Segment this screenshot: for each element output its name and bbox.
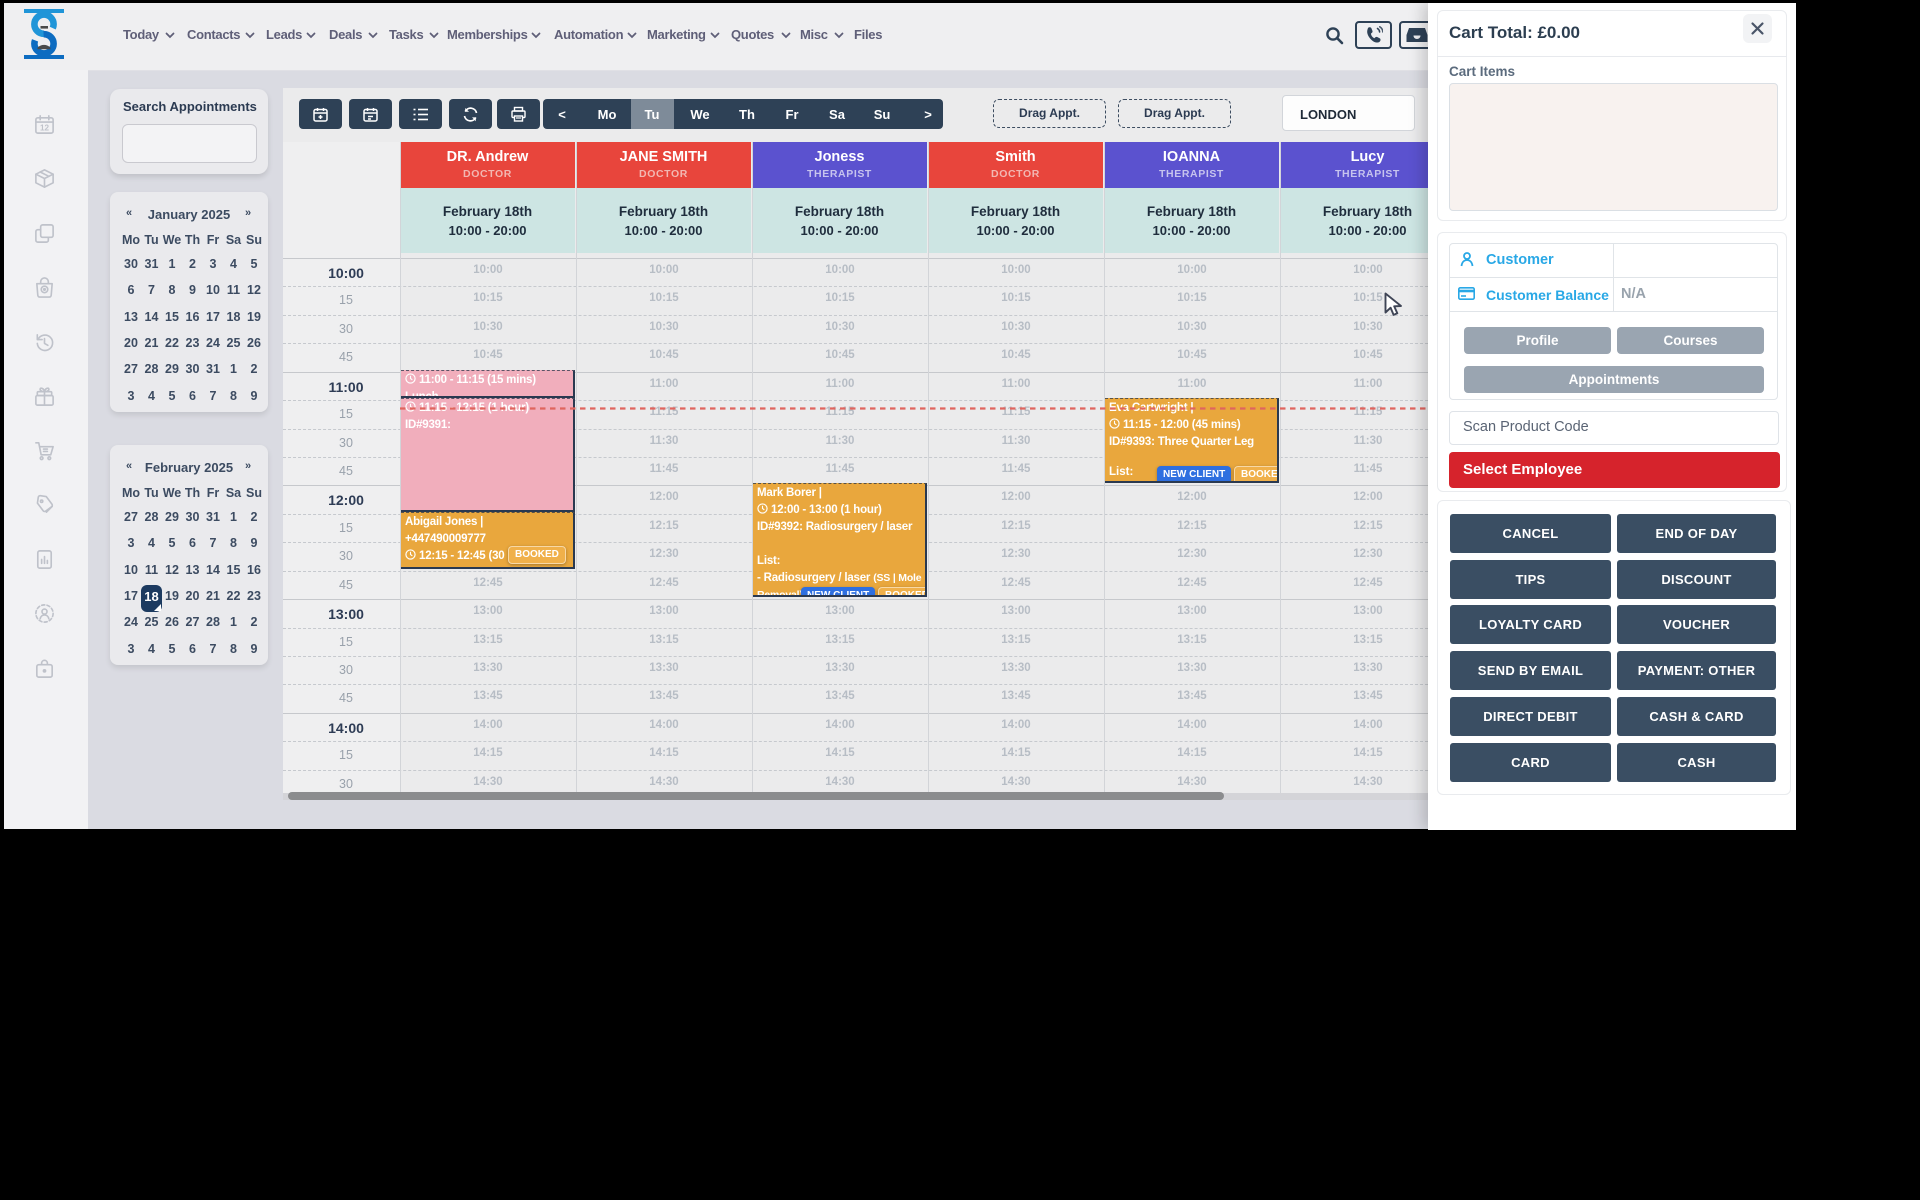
svg-text:12: 12 — [40, 124, 50, 133]
